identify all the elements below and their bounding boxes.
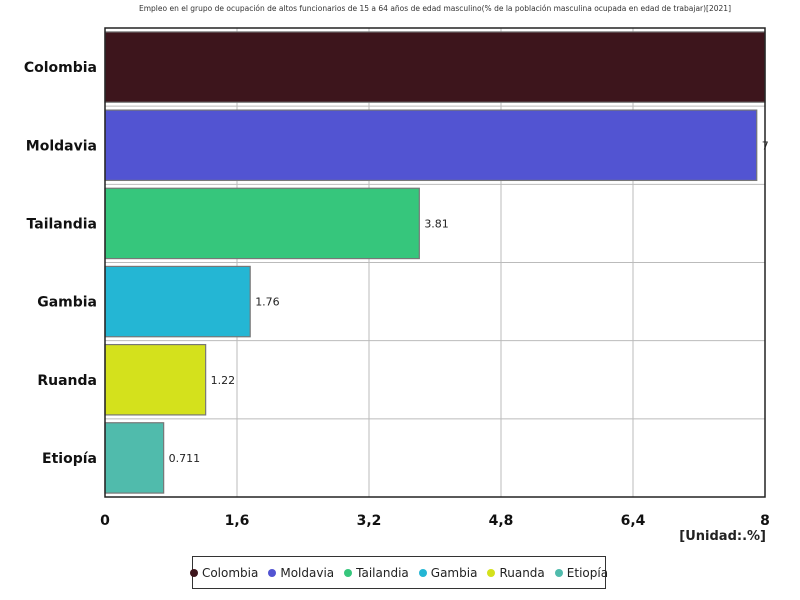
x-tick-label: 1,6: [225, 513, 250, 529]
legend-swatch: [418, 568, 427, 577]
bar: [104, 265, 251, 338]
bar: [104, 187, 420, 260]
x-tick-label: 6,4: [621, 513, 646, 529]
bar: [104, 31, 766, 103]
legend-label: Gambia: [430, 565, 478, 580]
category-label: Ruanda: [37, 373, 97, 389]
plot-frame: [104, 27, 766, 498]
value-label: 1.22: [211, 374, 236, 387]
value-label: 3.81: [424, 217, 449, 230]
legend-swatch: [189, 568, 198, 577]
category-label: Gambia: [37, 295, 97, 311]
category-label: Tailandia: [27, 216, 97, 232]
legend-label: Tailandia: [356, 565, 409, 580]
legend-item: Colombia: [189, 565, 259, 580]
legend-swatch: [344, 568, 353, 577]
category-labels: Colombia Moldavia Tailandia Gambia Ruanda Eti…: [24, 60, 97, 467]
legend-item: Gambia: [418, 565, 478, 580]
value-label: 0.711: [169, 452, 201, 465]
category-label: Colombia: [24, 60, 97, 76]
unit-label: [Unidad:.%]: [679, 529, 766, 544]
x-tick-label: 4,8: [489, 513, 514, 529]
category-label: Etiopía: [42, 451, 97, 467]
legend-item: Etiopía: [554, 565, 609, 580]
bar: [104, 422, 165, 494]
value-label: 1.76: [255, 296, 280, 309]
legend-label: Moldavia: [280, 565, 335, 580]
x-tick-label: 8: [760, 513, 770, 529]
legend-item: Moldavia: [268, 566, 334, 580]
legend-item: Ruanda: [487, 565, 545, 580]
category-label: Moldavia: [26, 138, 97, 154]
bar: [104, 343, 207, 416]
legend-item: Tailandia: [344, 566, 409, 580]
legend-label: Etiopía: [566, 565, 609, 580]
bars: [104, 31, 766, 494]
legend-swatch: [268, 568, 277, 577]
legend-swatch: [487, 568, 496, 577]
x-tick-label: 0: [100, 513, 110, 529]
legend-label: Ruanda: [499, 565, 545, 580]
legend-swatch: [554, 568, 563, 577]
bar: [104, 109, 758, 182]
x-tick-labels: 0 1,6 3,2 4,8 6,4 8: [100, 513, 770, 529]
legend: Colombia Moldavia Tailandia Gambia Ruanda Eti…: [189, 556, 609, 589]
x-tick-label: 3,2: [357, 513, 382, 529]
legend-label: Colombia: [201, 565, 259, 580]
chart-title: Empleo en el grupo de ocupación de altos…: [138, 4, 731, 13]
